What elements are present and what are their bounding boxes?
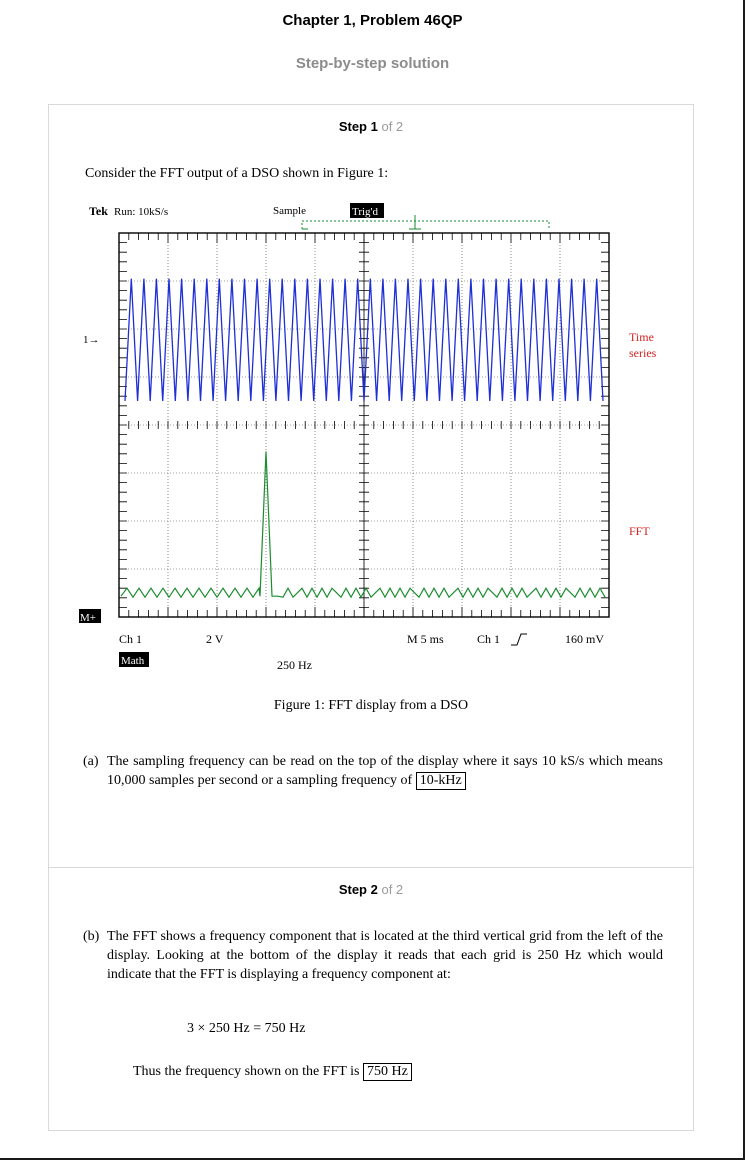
fft-trace bbox=[120, 451, 606, 599]
part-a-text: The sampling frequency can be read on th… bbox=[107, 754, 663, 788]
run-rate-label: Run: 10kS/s bbox=[114, 206, 168, 218]
frequency-equation: 3 × 250 Hz = 750 Hz bbox=[187, 1021, 306, 1036]
part-b-text: The FFT shows a frequency component that… bbox=[107, 929, 663, 982]
part-b-conclusion: Thus the frequency shown on the FFT is 7… bbox=[133, 1063, 412, 1081]
step-2-label: Step 2 bbox=[338, 882, 378, 897]
part-a-paragraph: (a) The sampling frequency can be read o… bbox=[83, 752, 663, 790]
record-bracket bbox=[301, 220, 550, 229]
math-readout: Math bbox=[121, 655, 145, 667]
step-1-label: Step 1 bbox=[338, 119, 378, 134]
dso-fft-figure: Tek Run: 10kS/s Sample Trig'd 1→ M+ Time… bbox=[79, 203, 657, 672]
solution-card: Step 1 of 2 Consider the FFT output of a… bbox=[48, 104, 694, 1131]
figure-caption: Figure 1: FFT display from a DSO bbox=[273, 698, 469, 713]
time-series-trace bbox=[124, 278, 604, 402]
trigger-source-readout: Ch 1 bbox=[477, 632, 500, 646]
step-divider bbox=[49, 867, 693, 868]
math-marker-badge bbox=[79, 609, 101, 623]
trigger-position-marker bbox=[302, 215, 421, 230]
part-b-mark: (b) bbox=[83, 929, 100, 944]
math-marker-label: M+ bbox=[80, 612, 96, 624]
rising-edge-icon bbox=[511, 633, 527, 646]
scope-traces bbox=[120, 278, 606, 599]
step-2-count: of 2 bbox=[381, 882, 404, 897]
time-label: Time bbox=[629, 330, 654, 344]
channel-1-marker: 1→ bbox=[83, 334, 100, 346]
math-scale-readout: 250 Hz bbox=[277, 658, 312, 672]
ch1-readout: Ch 1 bbox=[119, 632, 142, 646]
page-title: Chapter 1, Problem 46QP bbox=[282, 12, 463, 29]
right-frame-line bbox=[743, 0, 745, 1160]
step-1-intro: Consider the FFT output of a DSO shown i… bbox=[85, 166, 389, 181]
conclusion-text: Thus the frequency shown on the FFT is bbox=[133, 1064, 360, 1079]
series-label: series bbox=[629, 346, 657, 360]
solution-subtitle: Step-by-step solution bbox=[295, 55, 450, 72]
timebase-readout: M 5 ms bbox=[407, 632, 444, 646]
part-a-answer-box: 10-kHz bbox=[415, 772, 466, 790]
step-2-header: Step 2 of 2 bbox=[49, 882, 693, 897]
step-1-header: Step 1 of 2 bbox=[49, 119, 693, 134]
ch1-scale-readout: 2 V bbox=[206, 632, 224, 646]
tek-brand: Tek bbox=[89, 204, 108, 218]
trigger-level-readout: 160 mV bbox=[565, 632, 604, 646]
part-a-mark: (a) bbox=[83, 754, 99, 769]
part-b-paragraph: (b) The FFT shows a frequency component … bbox=[83, 927, 663, 984]
sample-label: Sample bbox=[273, 205, 306, 217]
trig-badge bbox=[350, 203, 384, 218]
bottom-frame-line bbox=[0, 1158, 745, 1160]
scope-grid bbox=[118, 232, 610, 618]
fft-label: FFT bbox=[629, 524, 650, 538]
trig-label: Trig'd bbox=[352, 206, 379, 218]
part-b-answer-box: 750 Hz bbox=[362, 1063, 412, 1081]
math-badge bbox=[119, 652, 149, 667]
step-1-count: of 2 bbox=[381, 119, 404, 134]
